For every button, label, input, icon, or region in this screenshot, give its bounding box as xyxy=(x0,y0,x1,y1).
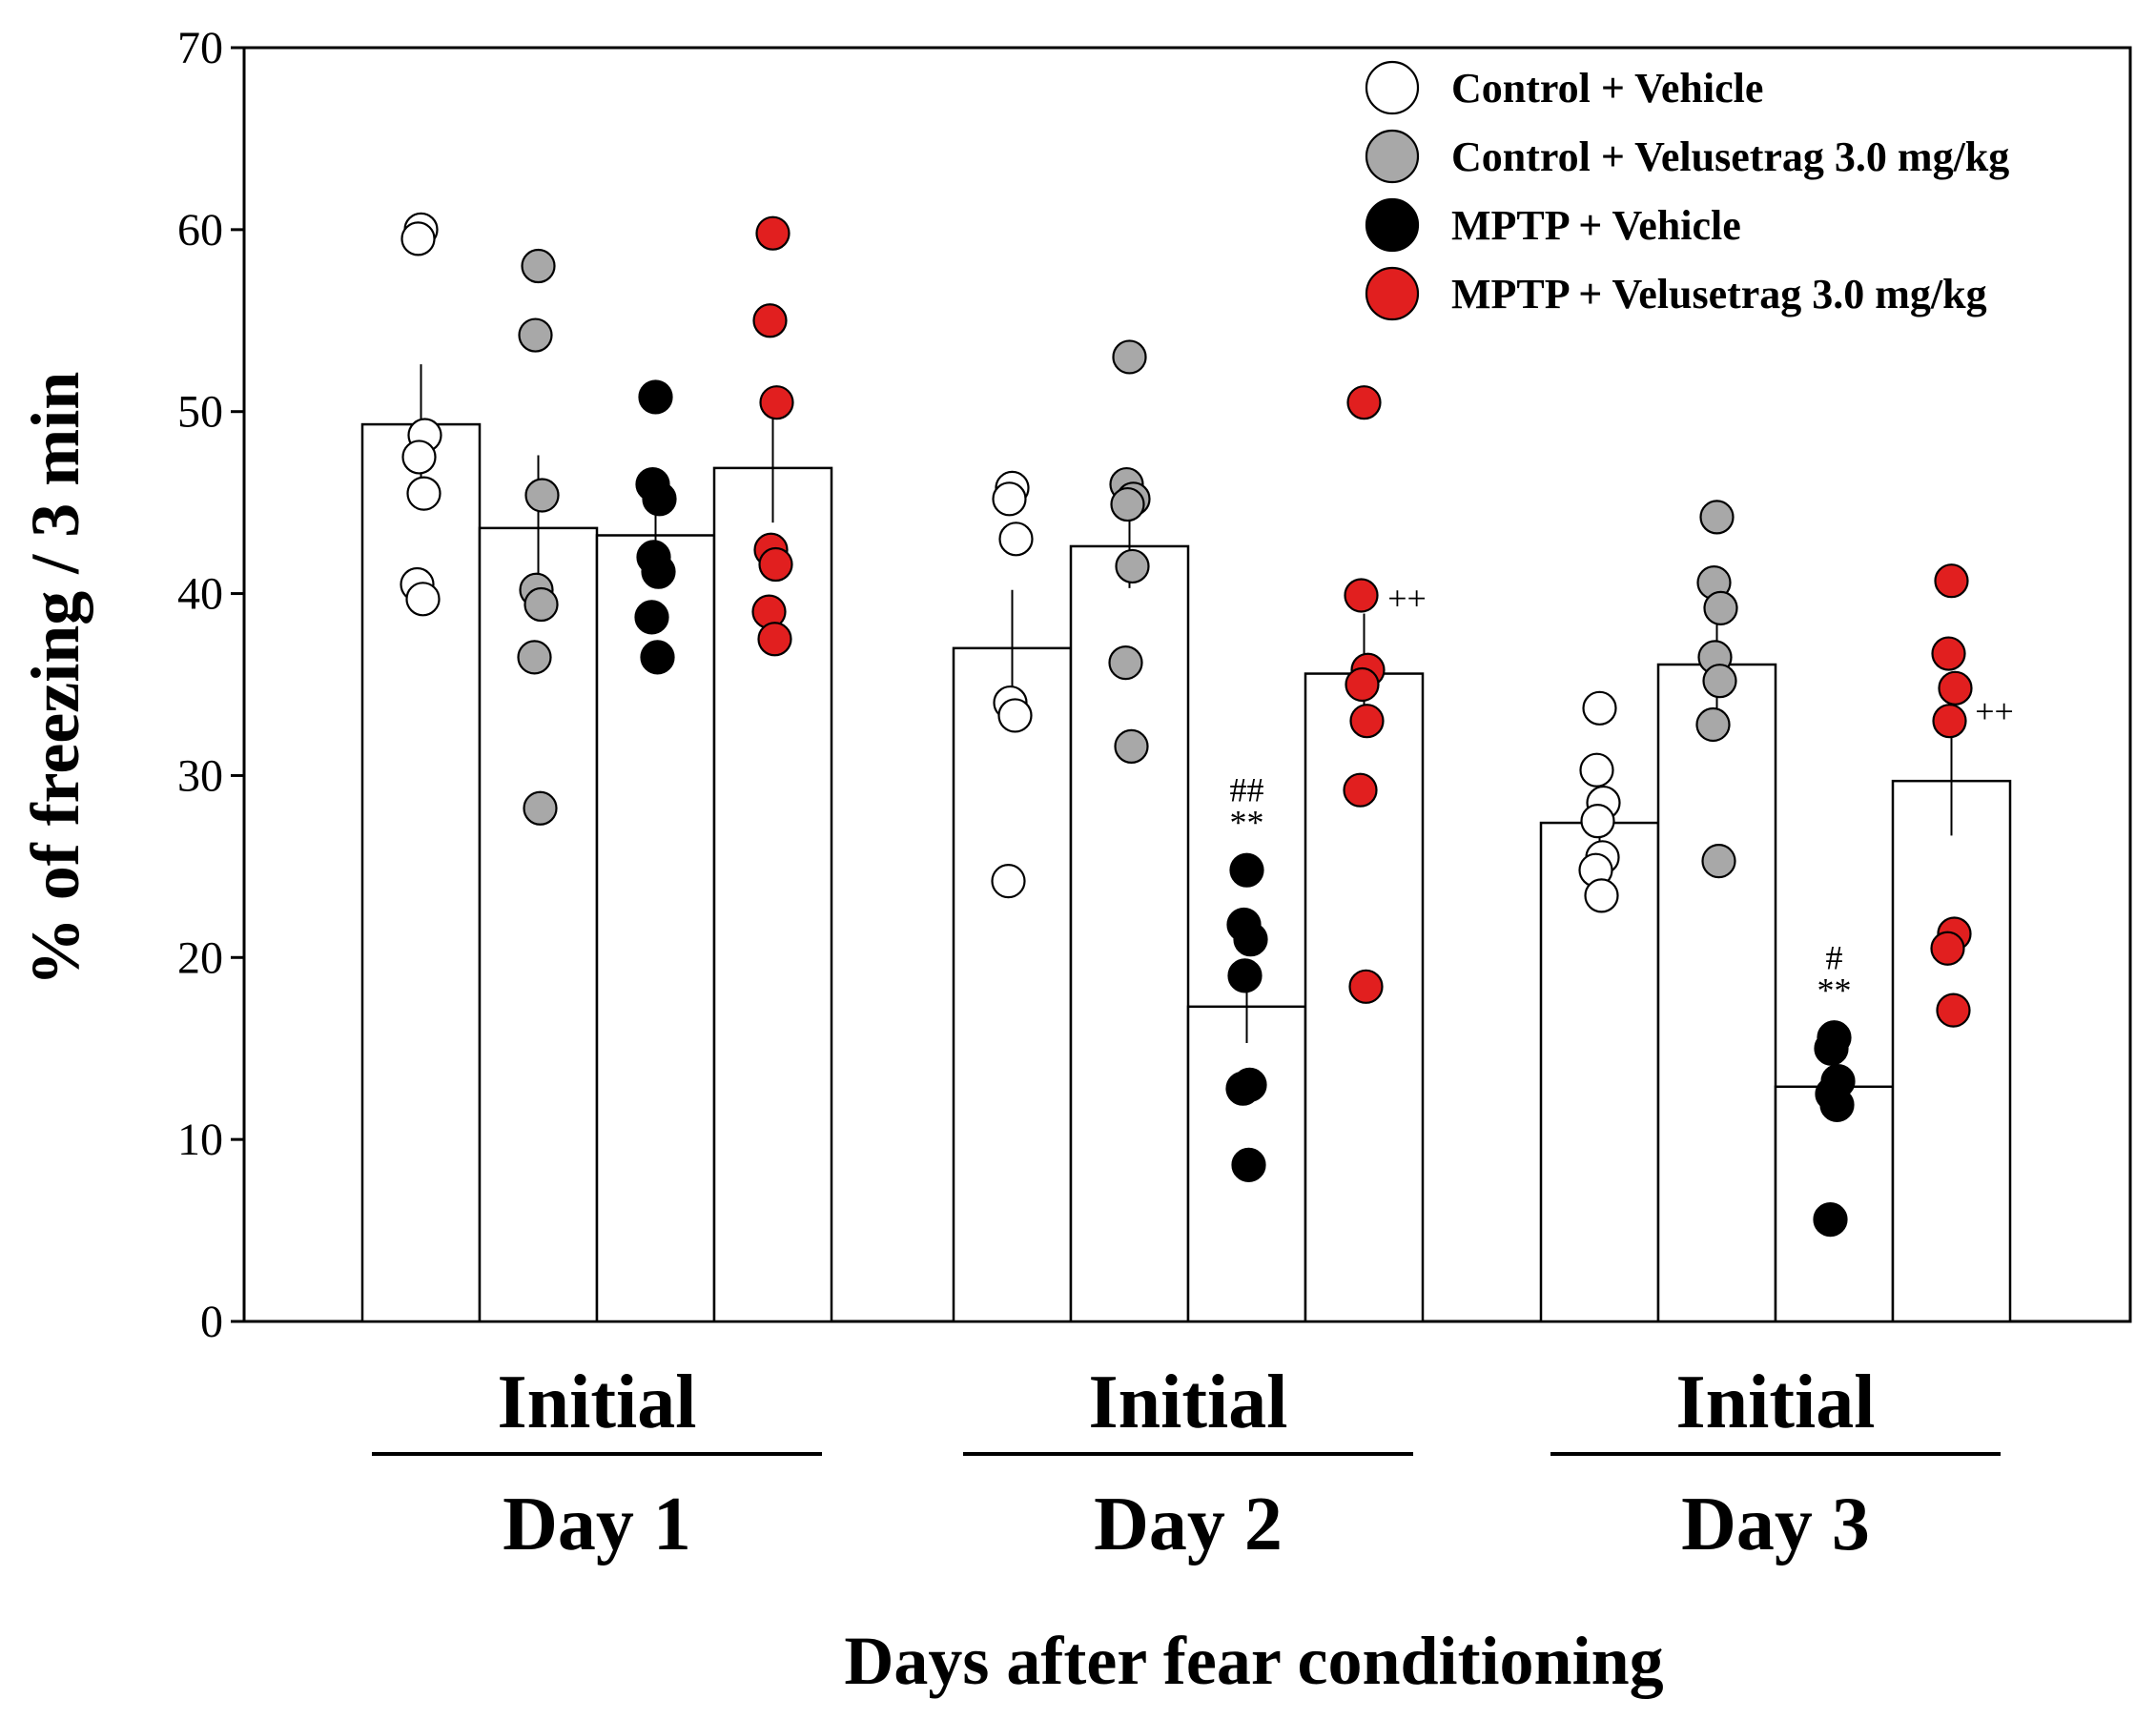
data-point xyxy=(1227,958,1263,993)
data-point xyxy=(752,303,788,338)
y-tick-label: 50 xyxy=(177,387,223,438)
data-point xyxy=(517,640,552,675)
data-point xyxy=(642,481,677,517)
data-point xyxy=(400,221,436,256)
y-axis: 0 10 20 30 40 50 60 70 xyxy=(177,23,244,1347)
data-point xyxy=(401,440,437,475)
group-label-top: Initial xyxy=(498,1361,697,1444)
legend-marker xyxy=(1365,60,1420,115)
plot-area: ##**++#**++ xyxy=(242,46,2132,1323)
data-point xyxy=(524,478,560,513)
data-point xyxy=(634,600,669,635)
y-tick-label: 30 xyxy=(177,750,223,801)
data-point xyxy=(521,248,556,284)
y-tick-label: 70 xyxy=(177,23,223,73)
y-tick-label: 10 xyxy=(177,1115,223,1165)
data-point xyxy=(406,476,441,511)
data-point xyxy=(1110,486,1145,522)
bar xyxy=(360,422,482,1323)
data-point xyxy=(757,622,792,657)
data-point xyxy=(1584,878,1619,913)
significance-annotation: # xyxy=(1826,938,1843,976)
legend: Control + Vehicle Control + Velusetrag 3.… xyxy=(1365,60,2009,321)
data-point xyxy=(1115,548,1150,584)
data-point xyxy=(1695,706,1731,743)
legend-marker xyxy=(1365,266,1420,321)
data-point xyxy=(1931,636,1966,671)
group-label-bottom: Day 3 xyxy=(1681,1483,1870,1566)
y-tick-label: 0 xyxy=(200,1297,223,1347)
data-point xyxy=(1114,728,1149,764)
data-point xyxy=(1579,752,1614,788)
bar xyxy=(952,646,1073,1323)
legend-marker xyxy=(1365,197,1420,253)
data-point xyxy=(998,522,1034,557)
data-point xyxy=(1346,385,1382,420)
bar xyxy=(1656,663,1777,1323)
significance-annotation: ++ xyxy=(1975,692,2014,730)
group-label-top: Initial xyxy=(1089,1361,1288,1444)
data-point xyxy=(1580,804,1615,839)
legend-label: Control + Vehicle xyxy=(1451,65,1763,112)
data-point xyxy=(991,864,1026,899)
data-point xyxy=(1582,690,1617,726)
legend-label: MPTP + Vehicle xyxy=(1451,202,1741,249)
data-point xyxy=(1231,1147,1266,1182)
data-point xyxy=(755,215,791,251)
data-point xyxy=(1699,500,1735,535)
data-point xyxy=(1932,704,1967,739)
data-point xyxy=(524,586,559,623)
group-labels: Initial Day 1 Initial Day 2 Initial Day 3 xyxy=(372,1361,2001,1566)
data-point xyxy=(1814,1031,1849,1066)
data-point xyxy=(1703,590,1738,625)
data-point xyxy=(1233,922,1268,957)
significance-annotation: ** xyxy=(1230,804,1264,842)
y-tick-label: 20 xyxy=(177,932,223,983)
data-point xyxy=(638,379,673,415)
y-tick-label: 60 xyxy=(177,205,223,256)
significance-annotation: ** xyxy=(1817,971,1852,1009)
y-axis-title: % of freezing / 3 min xyxy=(17,372,93,987)
data-point xyxy=(518,317,553,353)
data-point xyxy=(1343,772,1378,808)
data-point xyxy=(1108,645,1143,681)
data-point xyxy=(640,640,675,675)
group-label-bottom: Day 1 xyxy=(503,1483,691,1566)
data-point xyxy=(641,554,676,589)
significance-annotation: ++ xyxy=(1387,580,1427,618)
legend-label: Control + Velusetrag 3.0 mg/kg xyxy=(1451,133,2009,180)
data-point xyxy=(1813,1202,1848,1238)
data-point xyxy=(1936,993,1971,1028)
data-point xyxy=(758,546,793,583)
data-point xyxy=(997,698,1033,733)
bar xyxy=(1891,779,2012,1323)
data-point xyxy=(1229,852,1264,888)
legend-marker xyxy=(1365,129,1420,184)
data-point xyxy=(992,481,1027,517)
data-point xyxy=(1349,704,1385,739)
data-point xyxy=(405,582,441,617)
data-point xyxy=(1344,578,1379,613)
y-tick-label: 40 xyxy=(177,569,223,620)
data-point xyxy=(1701,844,1736,879)
data-point xyxy=(1225,1071,1261,1106)
data-point xyxy=(523,790,558,826)
data-point xyxy=(759,385,794,420)
significance-annotation: ## xyxy=(1230,771,1264,809)
group-label-bottom: Day 2 xyxy=(1094,1483,1283,1566)
data-point xyxy=(1348,969,1384,1004)
group-label-top: Initial xyxy=(1676,1361,1876,1444)
data-point xyxy=(1930,931,1965,966)
data-point xyxy=(1345,666,1380,703)
legend-label: MPTP + Velusetrag 3.0 mg/kg xyxy=(1451,271,1987,317)
data-point xyxy=(1934,563,1969,599)
data-point xyxy=(1819,1087,1855,1122)
data-point xyxy=(1702,664,1737,699)
data-point xyxy=(1938,670,1973,706)
data-point xyxy=(1112,339,1147,375)
x-axis-title: Days after fear conditioning xyxy=(844,1623,1663,1699)
